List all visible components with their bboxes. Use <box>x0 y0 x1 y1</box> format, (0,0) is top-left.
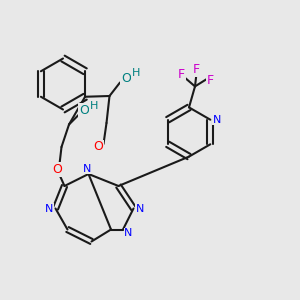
Text: O: O <box>52 163 62 176</box>
Text: F: F <box>178 68 185 81</box>
Text: N: N <box>213 115 221 125</box>
Text: O: O <box>93 140 103 154</box>
Text: N: N <box>83 164 91 174</box>
Text: H: H <box>90 101 98 111</box>
Text: F: F <box>193 63 200 76</box>
Text: N: N <box>45 203 53 214</box>
Text: H: H <box>131 68 140 79</box>
Text: N: N <box>136 203 144 214</box>
Text: F: F <box>206 74 214 87</box>
Text: N: N <box>124 228 133 238</box>
Text: O: O <box>79 103 89 117</box>
Text: O: O <box>121 71 131 85</box>
